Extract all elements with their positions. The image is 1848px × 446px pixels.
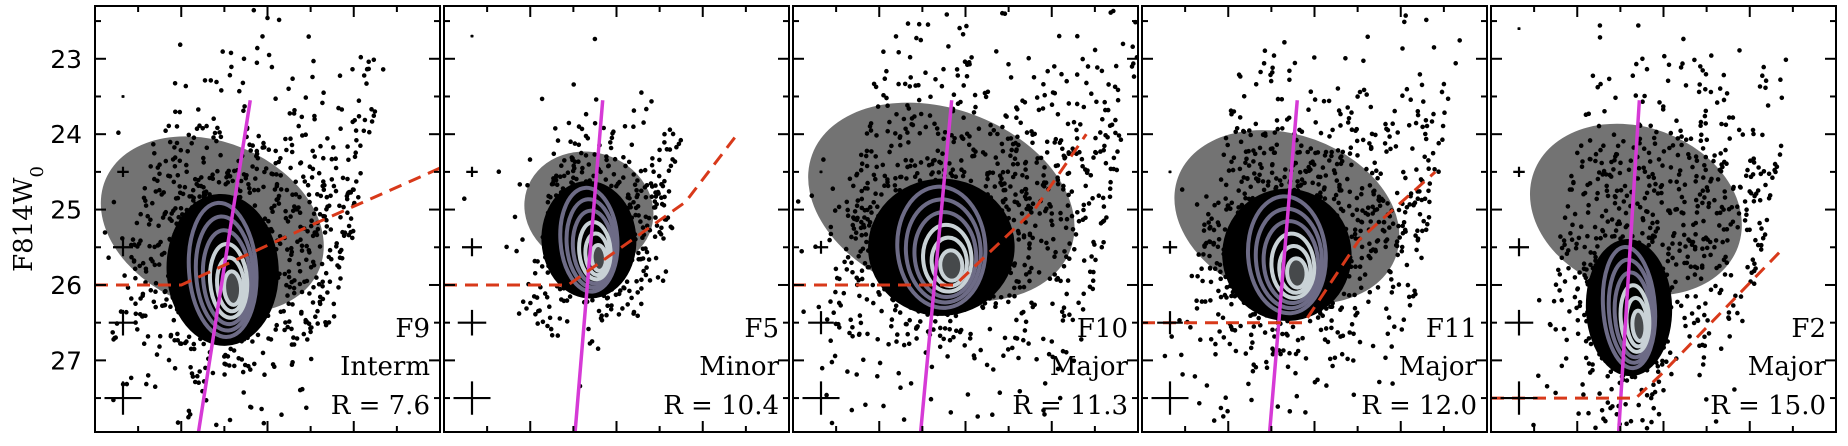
panel-f11: F11 Major R = 12.0 xyxy=(1141,5,1488,433)
field-label: F10 xyxy=(1077,314,1128,344)
panel-body xyxy=(793,8,1138,432)
isochrone-line xyxy=(1616,100,1642,432)
error-bar-cross xyxy=(1509,238,1529,257)
field-label: F5 xyxy=(744,314,779,344)
error-bar-cross xyxy=(1168,170,1172,174)
error-bar-cross xyxy=(1504,309,1534,336)
density-contour xyxy=(1600,245,1658,371)
density-contour xyxy=(1245,194,1328,316)
density-contour xyxy=(564,197,618,290)
density-contour xyxy=(921,222,974,294)
error-bar-cross xyxy=(108,309,138,336)
error-bar-cross xyxy=(104,381,142,415)
y-axis-label: F814W0 xyxy=(9,166,48,272)
density-contour xyxy=(903,197,983,305)
panel-body xyxy=(95,7,440,432)
density-contour xyxy=(207,241,250,320)
density-contour xyxy=(1606,257,1656,365)
y-tick-label-25: 25 xyxy=(50,196,82,225)
ratio-label: R = 11.3 xyxy=(1012,391,1128,421)
density-contour xyxy=(570,208,615,286)
error-bar-cross xyxy=(808,311,834,335)
error-bar-cross xyxy=(453,381,491,415)
density-contour xyxy=(215,255,247,314)
panel-f5: F5 Minor R = 10.4 xyxy=(443,5,790,433)
error-bar-cross xyxy=(466,166,478,178)
density-contour xyxy=(200,228,253,327)
panel-body xyxy=(444,36,739,432)
ratio-label: R = 12.0 xyxy=(1361,391,1477,421)
error-bar-cross xyxy=(813,240,829,254)
category-label: Major xyxy=(1050,352,1129,382)
error-bar-cross xyxy=(457,309,487,336)
error-bar-cross xyxy=(117,166,129,178)
error-bar-cross xyxy=(819,170,823,174)
density-contour xyxy=(895,184,988,310)
error-bar-cross xyxy=(1162,240,1178,254)
panel-body xyxy=(1142,13,1462,432)
scatter-points xyxy=(795,8,1138,426)
error-bar-cross xyxy=(802,381,840,415)
error-bar-cross xyxy=(1157,311,1183,335)
density-contour xyxy=(186,200,259,339)
field-label: F9 xyxy=(395,314,430,344)
field-label: F11 xyxy=(1426,314,1477,344)
density-contour xyxy=(1277,243,1313,295)
scatter-points xyxy=(1531,23,1789,431)
completeness-limit-line xyxy=(793,133,1088,287)
y-tick-label-24: 24 xyxy=(50,120,82,149)
y-tick-label-23: 23 xyxy=(50,45,82,74)
panel-body xyxy=(1491,23,1789,432)
panel-f9: F9 Interm R = 7.6 xyxy=(94,5,441,433)
category-label: Interm xyxy=(340,352,430,382)
completeness-limit-line xyxy=(1491,246,1786,400)
error-bar-cross xyxy=(1151,381,1189,415)
isochrone-line xyxy=(918,100,954,432)
density-contour xyxy=(1253,206,1324,311)
y-tick-label-26: 26 xyxy=(50,271,82,300)
y-axis-label-subscript: 0 xyxy=(27,166,48,177)
isochrone-line xyxy=(1267,100,1299,432)
scatter-points xyxy=(102,7,386,428)
category-label: Major xyxy=(1399,352,1478,382)
ratio-label: R = 10.4 xyxy=(663,391,779,421)
density-contour xyxy=(938,248,965,283)
error-bar-cross xyxy=(113,238,133,257)
error-bar-cross xyxy=(1513,166,1525,178)
ratio-label: R = 15.0 xyxy=(1710,391,1826,421)
category-label: Minor xyxy=(699,352,779,382)
y-tick-label-27: 27 xyxy=(50,346,82,375)
panel-f10: F10 Major R = 11.3 xyxy=(792,5,1139,433)
y-axis-label-main: F814W xyxy=(9,177,39,272)
error-bar-cross xyxy=(470,34,474,38)
density-contour xyxy=(583,231,611,278)
isochrone-line xyxy=(573,100,605,432)
error-bar-cross xyxy=(1517,27,1521,30)
panel-f2: F2 Major R = 15.0 xyxy=(1490,5,1837,433)
density-contour xyxy=(1618,283,1652,354)
field-label: F2 xyxy=(1791,314,1826,344)
ratio-label: R = 7.6 xyxy=(331,391,430,421)
completeness-limit-line xyxy=(444,133,739,287)
density-contour xyxy=(558,185,620,294)
density-contour xyxy=(193,214,256,333)
error-bar-cross xyxy=(1500,381,1538,415)
error-bar-cross xyxy=(121,95,125,98)
error-bar-cross xyxy=(462,238,482,257)
density-contour xyxy=(1269,231,1317,300)
density-contour xyxy=(1630,308,1648,343)
completeness-limit-line xyxy=(95,166,440,287)
density-contour xyxy=(1285,256,1309,290)
category-label: Major xyxy=(1748,352,1827,382)
completeness-limit-line xyxy=(1142,170,1437,325)
density-contour xyxy=(222,269,244,307)
